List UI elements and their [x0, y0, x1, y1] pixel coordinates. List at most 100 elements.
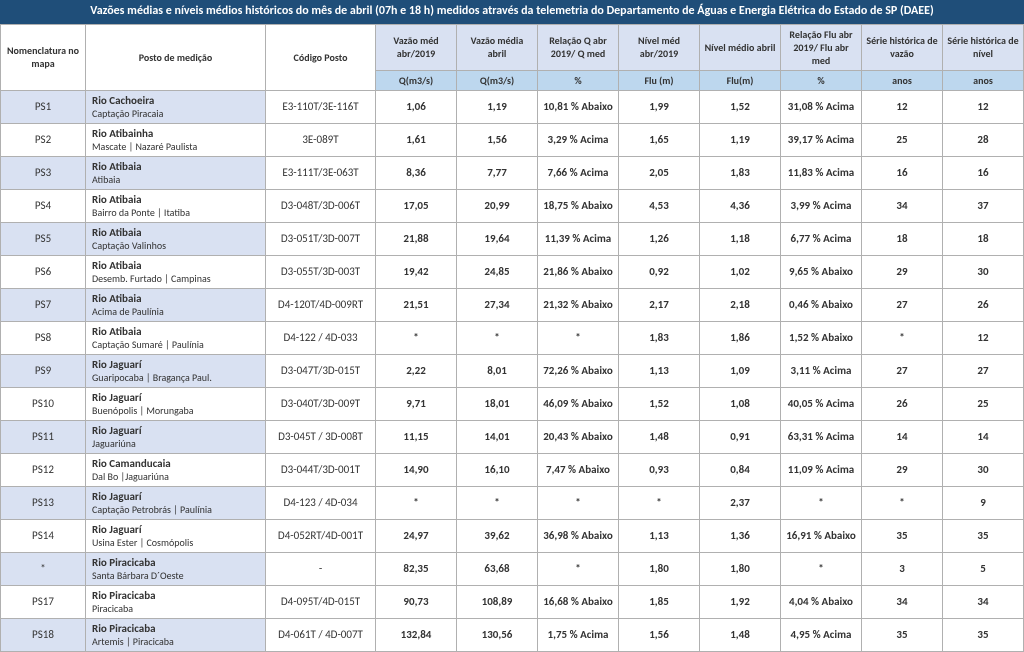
cell-d1: *: [376, 486, 457, 519]
cell-d3: 1,75 % Acima: [538, 618, 619, 651]
location-name: Bairro da Ponte | Itatiba: [92, 206, 261, 219]
cell-d5: 1,08: [700, 387, 781, 420]
cell-d7: 26: [862, 387, 943, 420]
cell-d4: 1,52: [619, 387, 700, 420]
col-d4: Nível méd abr/2019: [619, 24, 700, 70]
river-name: Rio Piracicaba: [92, 589, 261, 602]
cell-posto: Rio CamanducaiaDal Bo |Jaguariúna: [86, 453, 266, 486]
location-name: Captação Sumaré | Paulínia: [92, 338, 261, 351]
table-row: PS2Rio AtibainhaMascate | Nazaré Paulist…: [1, 123, 1024, 156]
cell-d3: *: [538, 321, 619, 354]
cell-d2: 27,34: [457, 288, 538, 321]
cell-d4: 1,65: [619, 123, 700, 156]
location-name: Captação Piracaia: [92, 107, 261, 120]
cell-d6: 4,95 % Acima: [781, 618, 862, 651]
cell-posto: Rio PiracicabaPiracicaba: [86, 585, 266, 618]
cell-d8: 28: [943, 123, 1024, 156]
location-name: Artemis | Piracicaba: [92, 635, 261, 648]
cell-d5: 1,80: [700, 552, 781, 585]
cell-d4: 0,93: [619, 453, 700, 486]
cell-d6: 16,91 % Abaixo: [781, 519, 862, 552]
col-d8: Série histórica de nível: [943, 24, 1024, 70]
location-name: Piracicaba: [92, 602, 261, 615]
cell-d4: 0,92: [619, 255, 700, 288]
table-row: PS6Rio AtibaiaDesemb. Furtado | Campinas…: [1, 255, 1024, 288]
cell-d5: 1,52: [700, 90, 781, 123]
cell-d5: 1,36: [700, 519, 781, 552]
cell-d8: 37: [943, 189, 1024, 222]
cell-d7: 18: [862, 222, 943, 255]
cell-d1: 8,36: [376, 156, 457, 189]
location-name: Desemb. Furtado | Campinas: [92, 272, 261, 285]
cell-posto: Rio JaguaríUsina Ester | Cosmópolis: [86, 519, 266, 552]
cell-d7: 29: [862, 453, 943, 486]
river-name: Rio Atibaia: [92, 193, 261, 206]
col-nom: Nomenclatura no mapa: [1, 24, 86, 90]
cell-posto: Rio JaguaríJaguariúna: [86, 420, 266, 453]
cell-d4: 2,17: [619, 288, 700, 321]
cell-d1: 14,90: [376, 453, 457, 486]
unit-d8: anos: [943, 70, 1024, 90]
col-d1: Vazão méd abr/2019: [376, 24, 457, 70]
cell-d3: 21,86 % Abaixo: [538, 255, 619, 288]
cell-d1: 2,22: [376, 354, 457, 387]
cell-d7: *: [862, 486, 943, 519]
cell-codigo: D4-052RT/4D-001T: [266, 519, 376, 552]
cell-codigo: D4-122 / 4D-033: [266, 321, 376, 354]
table-row: PS9Rio JaguaríGuaripocaba | Bragança Pau…: [1, 354, 1024, 387]
unit-d4: Flu (m): [619, 70, 700, 90]
cell-d8: 12: [943, 321, 1024, 354]
cell-codigo: E3-110T/3E-116T: [266, 90, 376, 123]
cell-d2: 16,10: [457, 453, 538, 486]
cell-d8: 34: [943, 585, 1024, 618]
cell-posto: Rio CachoeiraCaptação Piracaia: [86, 90, 266, 123]
cell-d6: 3,11 % Acima: [781, 354, 862, 387]
cell-d5: 1,19: [700, 123, 781, 156]
cell-d7: 34: [862, 189, 943, 222]
location-name: Captação Valinhos: [92, 239, 261, 252]
cell-nom: PS6: [1, 255, 86, 288]
col-d7: Série histórica de vazão: [862, 24, 943, 70]
cell-nom: PS3: [1, 156, 86, 189]
cell-posto: Rio AtibaiaDesemb. Furtado | Campinas: [86, 255, 266, 288]
cell-d4: 4,53: [619, 189, 700, 222]
cell-d4: *: [619, 486, 700, 519]
cell-d1: 19,42: [376, 255, 457, 288]
cell-d3: *: [538, 552, 619, 585]
table-row: PS10Rio JaguaríBuenópolis | MorungabaD3-…: [1, 387, 1024, 420]
cell-d4: 1,13: [619, 519, 700, 552]
cell-d6: *: [781, 486, 862, 519]
cell-d8: 26: [943, 288, 1024, 321]
cell-d3: 10,81 % Abaixo: [538, 90, 619, 123]
unit-d7: anos: [862, 70, 943, 90]
cell-codigo: D4-095T/4D-015T: [266, 585, 376, 618]
river-name: Rio Cachoeira: [92, 94, 261, 107]
table-row: PS18Rio PiracicabaArtemis | PiracicabaD4…: [1, 618, 1024, 651]
cell-d5: 1,09: [700, 354, 781, 387]
location-name: Guaripocaba | Bragança Paul.: [92, 371, 261, 384]
cell-d4: 1,13: [619, 354, 700, 387]
cell-d3: *: [538, 486, 619, 519]
title-bar: Vazões médias e níveis médios históricos…: [0, 0, 1024, 24]
col-codigo: Código Posto: [266, 24, 376, 90]
cell-posto: Rio AtibaiaAcima de Paulínia: [86, 288, 266, 321]
river-name: Rio Piracicaba: [92, 622, 261, 635]
cell-codigo: D3-047T/3D-015T: [266, 354, 376, 387]
unit-d3: %: [538, 70, 619, 90]
cell-d2: 14,01: [457, 420, 538, 453]
cell-d8: 35: [943, 618, 1024, 651]
cell-d3: 3,29 % Acima: [538, 123, 619, 156]
col-d6: Relação Flu abr 2019/ Flu abr med: [781, 24, 862, 70]
cell-d7: 29: [862, 255, 943, 288]
cell-d5: 1,48: [700, 618, 781, 651]
cell-d2: *: [457, 486, 538, 519]
cell-d4: 1,83: [619, 321, 700, 354]
cell-d1: 24,97: [376, 519, 457, 552]
cell-d2: 8,01: [457, 354, 538, 387]
unit-d1: Q(m3/s): [376, 70, 457, 90]
cell-d2: 1,56: [457, 123, 538, 156]
cell-d2: 7,77: [457, 156, 538, 189]
table-row: PS11Rio JaguaríJaguariúnaD3-045T / 3D-00…: [1, 420, 1024, 453]
cell-posto: Rio AtibainhaMascate | Nazaré Paulista: [86, 123, 266, 156]
cell-d5: 2,37: [700, 486, 781, 519]
